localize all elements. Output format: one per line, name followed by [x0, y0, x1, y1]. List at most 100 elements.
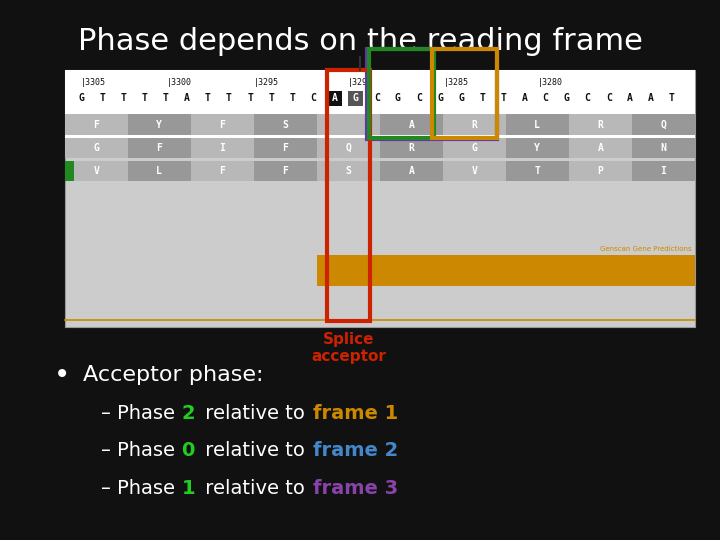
Bar [505, 161, 569, 181]
Text: A: A [648, 93, 654, 103]
Text: Acceptor phase:: Acceptor phase: [83, 365, 264, 386]
Text: – Phase: – Phase [101, 479, 181, 498]
Text: G: G [94, 143, 99, 153]
Text: V: V [472, 166, 477, 176]
Bar [317, 161, 380, 181]
Text: |3305: |3305 [81, 78, 107, 86]
Bar [380, 138, 443, 158]
Text: •: • [54, 361, 71, 389]
Bar [65, 138, 128, 158]
Text: V: V [94, 166, 99, 176]
Text: G: G [437, 93, 443, 103]
Text: 2: 2 [181, 403, 195, 423]
Text: F: F [282, 143, 288, 153]
Text: A: A [521, 93, 527, 103]
Text: A: A [627, 93, 633, 103]
Text: A: A [184, 93, 190, 103]
Bar [569, 161, 632, 181]
Text: Y: Y [534, 143, 540, 153]
Bar [348, 91, 363, 106]
Text: L: L [156, 166, 162, 176]
Bar [317, 138, 380, 158]
Text: R: R [598, 120, 603, 130]
Bar [65, 161, 74, 181]
Text: G: G [395, 93, 401, 103]
Text: F: F [156, 143, 162, 153]
Text: Q: Q [346, 143, 351, 153]
Text: G: G [353, 93, 359, 103]
Text: A: A [332, 93, 338, 103]
Text: I: I [220, 143, 225, 153]
Bar [632, 138, 695, 158]
Bar [369, 49, 433, 138]
Text: |3300: |3300 [167, 78, 192, 86]
Text: |3290: |3290 [348, 78, 373, 86]
Bar [505, 138, 569, 158]
Bar [328, 91, 342, 106]
Text: T: T [269, 93, 274, 103]
Bar [191, 161, 254, 181]
Text: T: T [226, 93, 232, 103]
Bar [65, 90, 695, 106]
Text: T: T [534, 166, 540, 176]
Bar [327, 70, 370, 321]
Text: frame 1: frame 1 [313, 403, 398, 423]
Text: relative to: relative to [199, 479, 312, 498]
Text: relative to: relative to [199, 403, 312, 423]
Text: relative to: relative to [199, 441, 312, 461]
Text: – Phase: – Phase [101, 403, 181, 423]
Text: S: S [346, 166, 351, 176]
Text: T: T [480, 93, 485, 103]
Text: C: C [374, 93, 379, 103]
Bar [65, 114, 128, 135]
Text: I: I [660, 166, 666, 176]
Text: C: C [416, 93, 422, 103]
Text: |3285: |3285 [444, 78, 469, 86]
Text: frame 2: frame 2 [313, 441, 398, 461]
Text: 0: 0 [181, 441, 195, 461]
Text: Q: Q [660, 120, 666, 130]
Text: L: L [534, 120, 540, 130]
Bar [253, 138, 317, 158]
Text: |3280: |3280 [538, 78, 563, 86]
Text: C: C [543, 93, 549, 103]
Bar [380, 114, 443, 135]
Text: T: T [247, 93, 253, 103]
Bar [253, 161, 317, 181]
Text: T: T [142, 93, 148, 103]
Text: F: F [282, 166, 288, 176]
Text: Genscan Gene Predictions: Genscan Gene Predictions [600, 246, 691, 252]
Text: Y: Y [156, 120, 162, 130]
Text: |3295: |3295 [253, 78, 279, 86]
Text: T: T [99, 93, 105, 103]
Text: C: C [310, 93, 316, 103]
Text: frame 3: frame 3 [313, 479, 398, 498]
Bar [317, 114, 380, 135]
Bar [380, 161, 443, 181]
Bar [569, 138, 632, 158]
Text: A: A [408, 120, 414, 130]
Bar [632, 161, 695, 181]
Text: Splice
acceptor: Splice acceptor [311, 332, 386, 365]
Text: T: T [205, 93, 211, 103]
Text: Phase depends on the reading frame: Phase depends on the reading frame [78, 27, 642, 56]
Bar [65, 161, 128, 181]
Bar [128, 161, 191, 181]
Bar [253, 114, 317, 135]
Bar [505, 114, 569, 135]
Text: G: G [472, 143, 477, 153]
Text: T: T [500, 93, 506, 103]
Text: F: F [220, 166, 225, 176]
Text: A: A [408, 166, 414, 176]
Text: T: T [289, 93, 295, 103]
Bar [65, 70, 695, 327]
Text: C: C [606, 93, 612, 103]
Text: P: P [598, 166, 603, 176]
Text: C: C [585, 93, 590, 103]
Text: T: T [669, 93, 675, 103]
Text: G: G [564, 93, 570, 103]
Bar [191, 114, 254, 135]
Text: T: T [163, 93, 168, 103]
Bar [432, 49, 497, 138]
Bar [317, 255, 695, 286]
